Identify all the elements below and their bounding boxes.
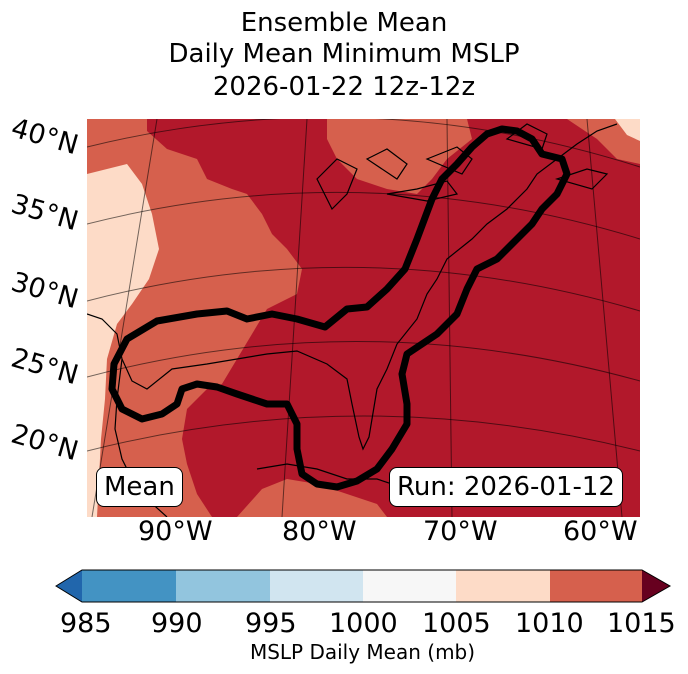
run-label-box: Run: 2026-01-12 (389, 467, 623, 507)
lat-label-40: 40°N (7, 112, 82, 162)
title-line-3: 2026-01-22 12z-12z (212, 72, 476, 102)
map-svg (86, 116, 641, 518)
pressure-region-great-lakes (327, 119, 472, 194)
map-panel (86, 116, 641, 518)
colorbar-tick-985: 985 (60, 608, 112, 639)
mean-label-box: Mean (96, 467, 183, 507)
colorbar-segment-1000-1005 (363, 570, 456, 602)
colorbar-tick-1005: 1005 (422, 608, 491, 639)
lat-label-25: 25°N (7, 342, 82, 392)
lat-label-30: 30°N (7, 266, 82, 316)
colorbar-tick-1015: 1015 (607, 608, 676, 639)
lon-label-90: 90°W (138, 516, 213, 547)
colorbar-outline (55, 569, 672, 603)
pressure-region-northeast (567, 119, 640, 164)
colorbar-title: MSLP Daily Mean (mb) (249, 640, 476, 664)
lat-label-20: 20°N (7, 418, 82, 468)
colorbar-segment-1010-1015 (550, 570, 642, 602)
colorbar (55, 569, 672, 603)
colorbar-tick-1000: 1000 (329, 608, 398, 639)
colorbar-segment-985-990 (82, 570, 176, 602)
colorbar-tick-995: 995 (245, 608, 297, 639)
lon-label-80: 80°W (282, 516, 357, 547)
lon-label-60: 60°W (563, 516, 638, 547)
graticule (86, 116, 641, 518)
colorbar-segment-1005-1010 (456, 570, 550, 602)
title-line-2: Daily Mean Minimum MSLP (168, 39, 520, 69)
colorbar-tick-1010: 1010 (515, 608, 584, 639)
pressure-region-1000-1005-ne (615, 119, 640, 141)
pressure-region-south (237, 479, 387, 517)
lat-label-35: 35°N (7, 188, 82, 238)
colorbar-tick-990: 990 (151, 608, 203, 639)
colorbar-segment-995-1000 (270, 570, 363, 602)
title-line-1: Ensemble Mean (240, 8, 448, 38)
colorbar-arrow-high (642, 570, 670, 602)
contour-outline (108, 125, 571, 491)
colorbar-arrow-low (56, 570, 82, 602)
colorbar-segment-990-995 (176, 570, 270, 602)
pressure-region-1000-1005 (87, 164, 159, 517)
lon-label-70: 70°W (423, 516, 498, 547)
